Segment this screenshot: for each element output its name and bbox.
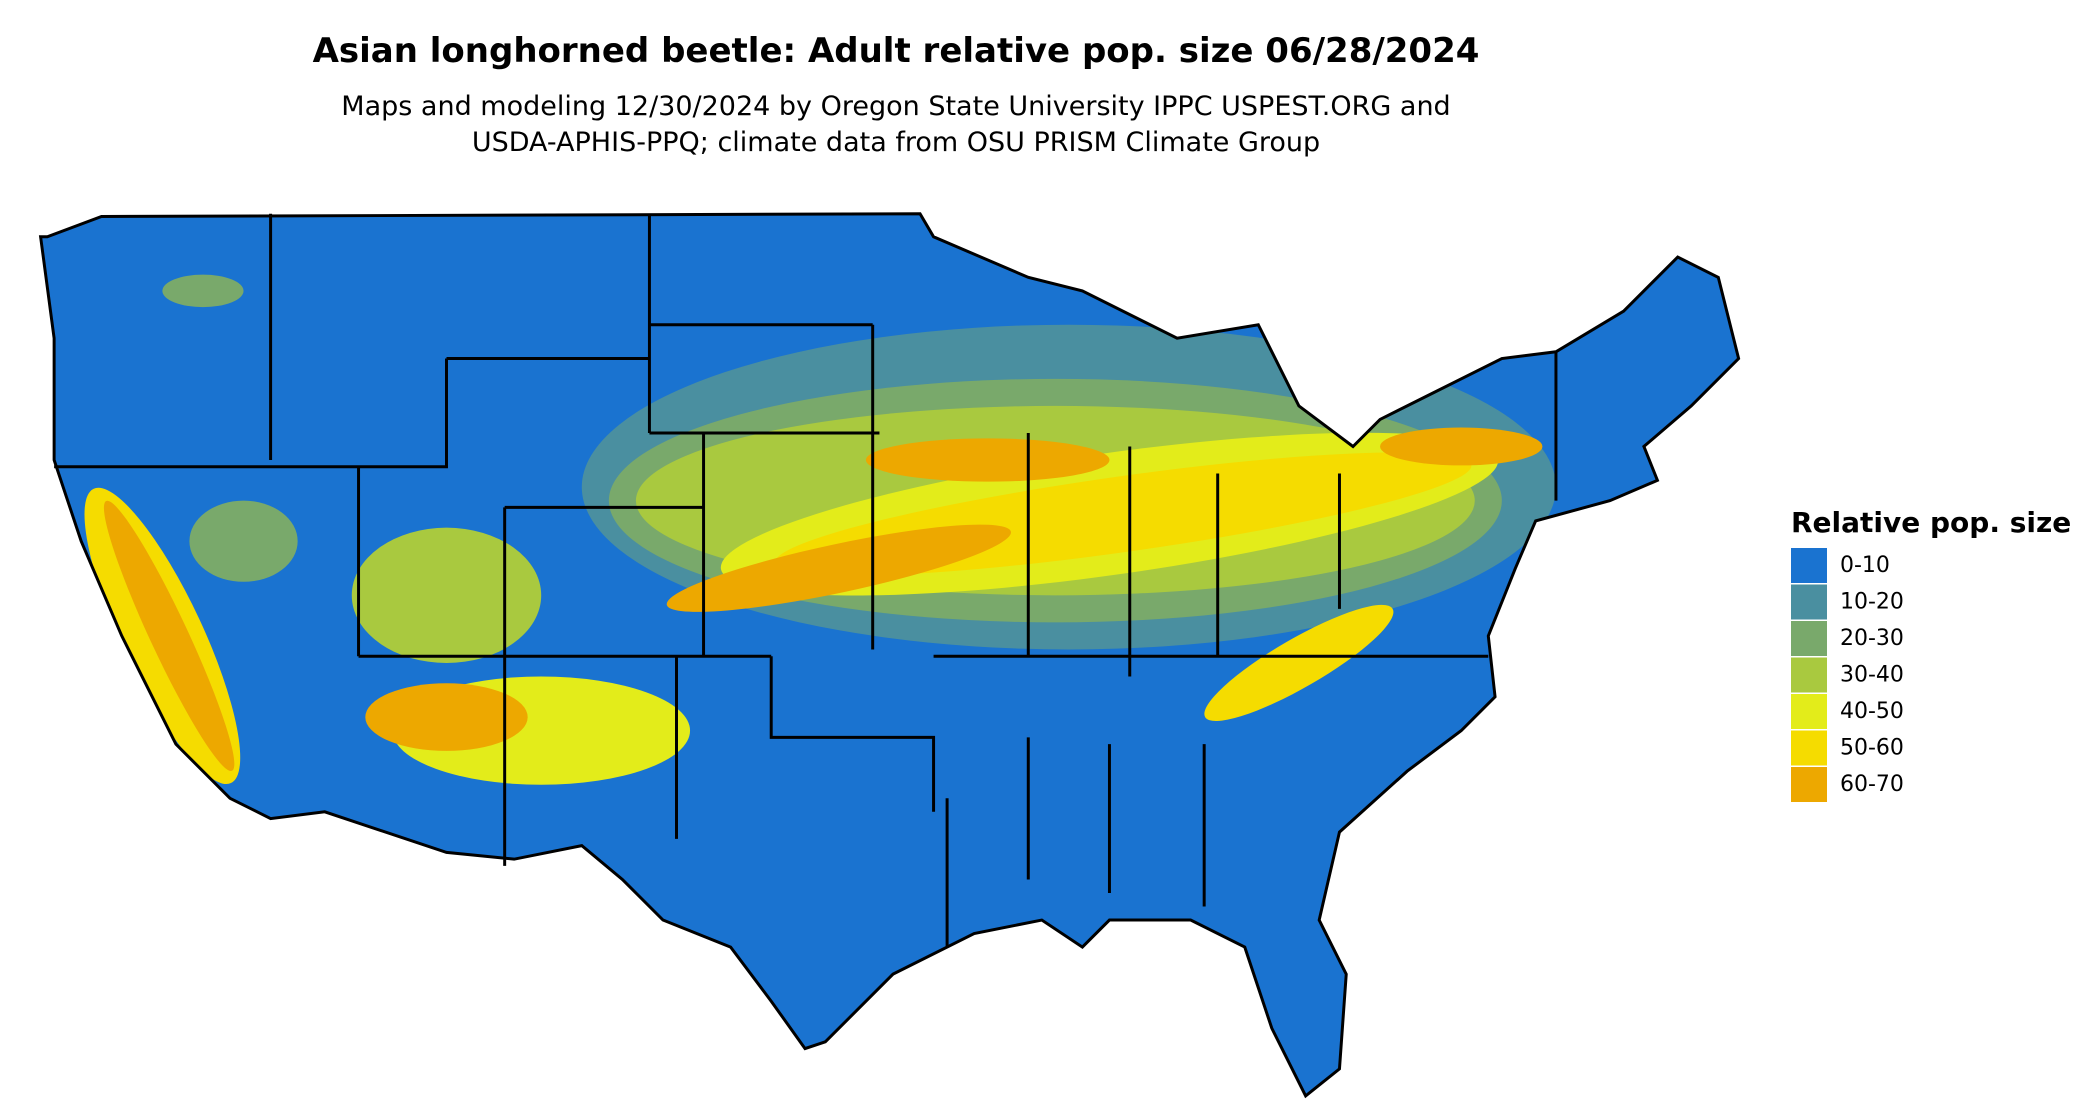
legend-label: 0-10	[1840, 553, 1890, 578]
legend-label: 20-30	[1840, 626, 1904, 651]
legend-swatch	[1791, 767, 1827, 802]
legend-swatch	[1791, 694, 1827, 729]
map-subtitle: Maps and modeling 12/30/2024 by Oregon S…	[341, 91, 1450, 122]
legend-label: 50-60	[1840, 736, 1904, 761]
heat-regions	[84, 274, 1556, 785]
legend-swatch	[1791, 730, 1827, 766]
legend-label: 10-20	[1840, 590, 1904, 615]
map	[39, 212, 1741, 1098]
legend-swatch	[1791, 548, 1827, 583]
legend-swatch	[1791, 657, 1827, 693]
legend-label: 30-40	[1840, 663, 1904, 688]
legend-swatch	[1791, 584, 1827, 620]
state-borders	[54, 213, 1558, 948]
map-subtitle: USDA-APHIS-PPQ; climate data from OSU PR…	[472, 127, 1320, 158]
map-title: Asian longhorned beetle: Adult relative …	[313, 31, 1480, 71]
legend-label: 60-70	[1840, 772, 1904, 797]
legend-label: 40-50	[1840, 699, 1904, 724]
legend: 0-10 10-20 20-30 30-40 40-50 50-60 60-70	[1791, 548, 1904, 802]
legend-swatch	[1791, 621, 1827, 656]
legend-title: Relative pop. size	[1791, 506, 2071, 539]
